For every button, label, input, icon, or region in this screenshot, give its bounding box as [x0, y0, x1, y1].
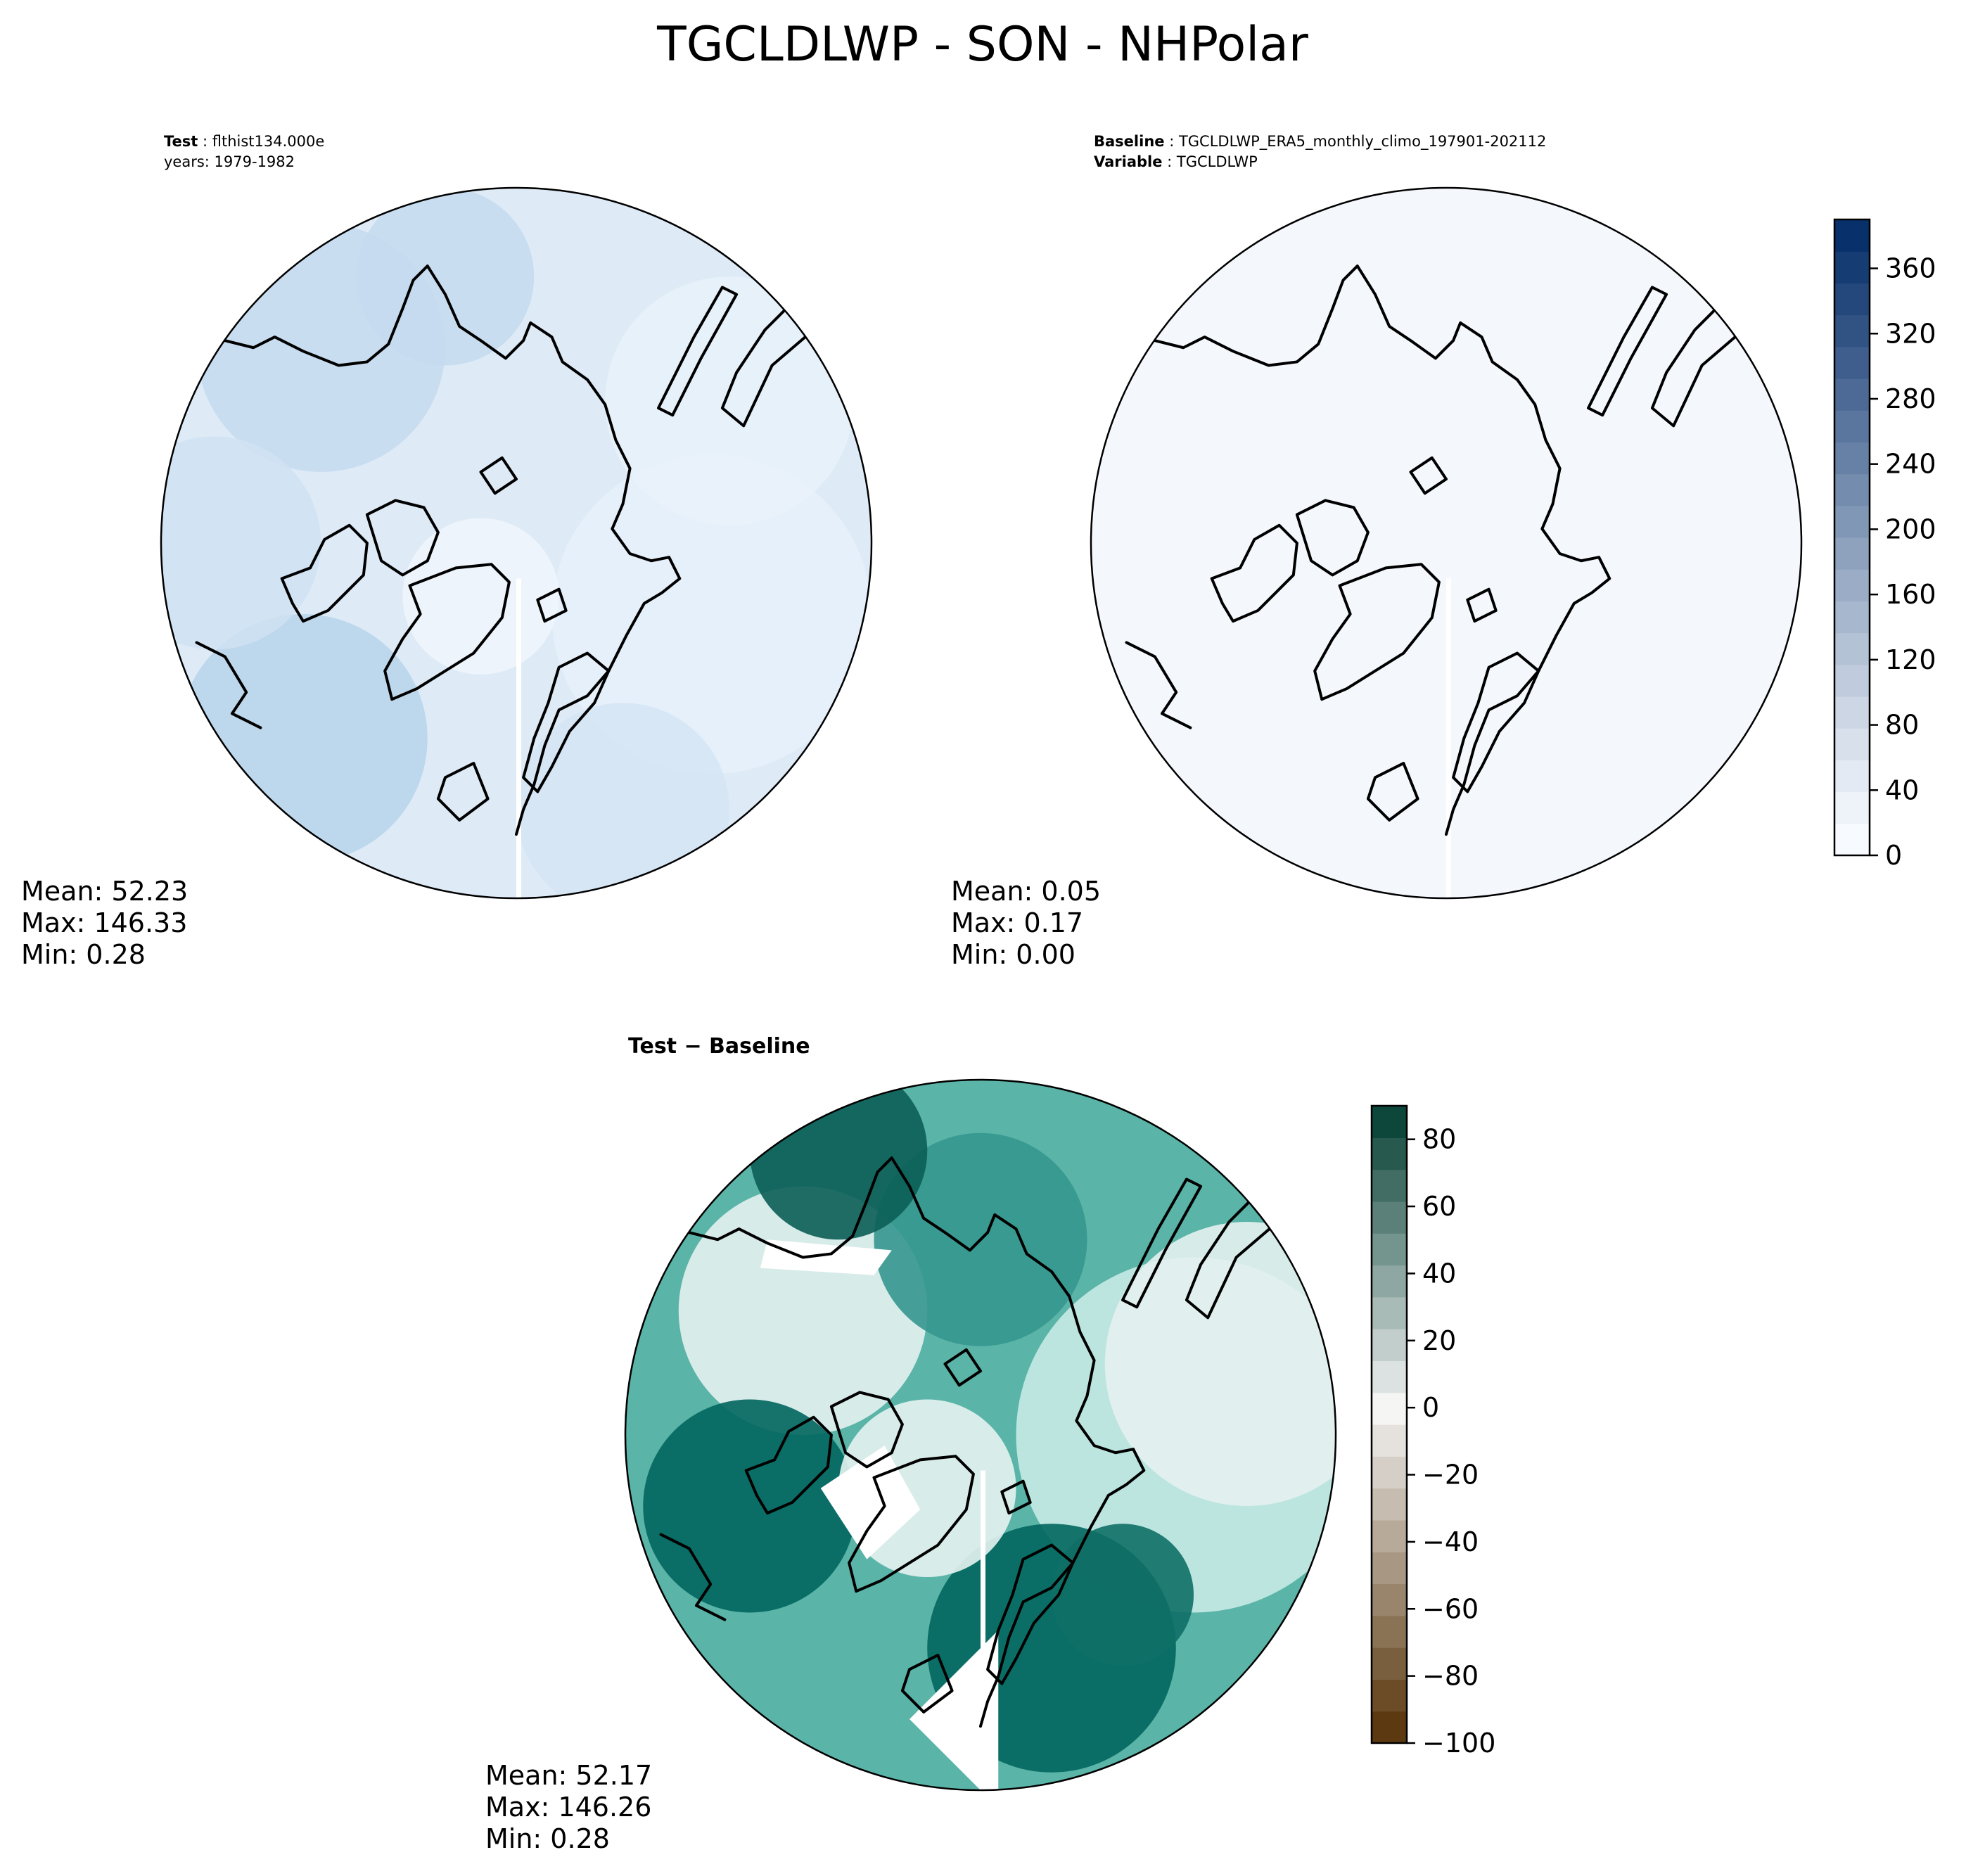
- colorbar-tick-label: 0: [1885, 840, 1902, 871]
- stat-baseline-max: Max: 0.17: [951, 907, 1083, 938]
- colorbar-tick-label: 280: [1885, 383, 1936, 414]
- colorbar-tick-label: 40: [1422, 1258, 1456, 1289]
- figure-title: TGCLDLWP - SON - NHPolar: [656, 17, 1308, 72]
- panel-test: Test : flthist134.000e years: 1979-1982 …: [21, 133, 873, 970]
- colorbar-tick-label: 360: [1885, 253, 1936, 284]
- colorbar-tick-label: 160: [1885, 579, 1936, 610]
- panel-baseline-header-text-1: TGCLDLWP_ERA5_monthly_climo_197901-20211…: [1178, 133, 1546, 151]
- colorbar-tick-label: 60: [1422, 1191, 1456, 1222]
- panel-baseline-header-label-2: Variable: [1094, 153, 1162, 170]
- colorbar-tick-label: 0: [1422, 1392, 1439, 1423]
- panel-baseline-header-text-2: TGCLDLWP: [1176, 153, 1258, 170]
- colorbar-tick-label: −60: [1422, 1593, 1479, 1624]
- stat-difference-max: Max: 146.26: [485, 1792, 651, 1823]
- stat-baseline-mean: Mean: 0.05: [951, 876, 1101, 907]
- stat-baseline-min: Min: 0.00: [951, 939, 1075, 970]
- stat-difference-min: Min: 0.28: [485, 1823, 610, 1854]
- panel-baseline-header-label-1: Baseline: [1094, 133, 1165, 150]
- colorbar-tick-label: 200: [1885, 513, 1936, 544]
- colorbar-tick-label: 40: [1885, 774, 1919, 805]
- colorbar-tick-label: 320: [1885, 318, 1936, 349]
- colorbar-top: 0 40 80 120 160 200 240 280 320 360: [1833, 218, 1936, 871]
- panel-baseline-header-line-1: Baseline : TGCLDLWP_ERA5_monthly_climo_1…: [1094, 133, 1546, 151]
- panel-test-header-text-1: flthist134.000e: [212, 133, 325, 150]
- panel-test-header-line-1: Test : flthist134.000e: [164, 133, 324, 150]
- colorbar-tick-label: 80: [1422, 1124, 1456, 1155]
- colorbar-tick-label: −80: [1422, 1661, 1479, 1692]
- panel-difference: Test − Baseline Mean: 52.17 Max: 146.26 …: [485, 1034, 1337, 1854]
- stat-difference-mean: Mean: 52.17: [485, 1760, 652, 1791]
- stat-test-mean: Mean: 52.23: [21, 876, 188, 907]
- colorbar-tick-label: −100: [1422, 1728, 1495, 1759]
- colorbar-tick-label: −20: [1422, 1460, 1479, 1491]
- colorbar-tick-label: 240: [1885, 449, 1936, 480]
- colorbar-tick-label: −40: [1422, 1526, 1479, 1557]
- panel-test-header-line-2: years: 1979-1982: [164, 153, 295, 170]
- colorbar-tick-label: 80: [1885, 710, 1919, 741]
- panel-baseline-header-line-2: Variable : TGCLDLWP: [1094, 153, 1258, 170]
- stat-test-max: Max: 146.33: [21, 907, 187, 938]
- colorbar-bottom: −100 −80 −60 −40 −20 0 20 40 60 80: [1370, 1104, 1495, 1759]
- colorbar-tick-label: 120: [1885, 644, 1936, 675]
- panel-difference-header: Test − Baseline: [628, 1034, 810, 1059]
- panel-test-header-label-1: Test: [164, 133, 198, 150]
- panel-baseline: Baseline : TGCLDLWP_ERA5_monthly_climo_1…: [951, 133, 1803, 970]
- colorbar-tick-label: 20: [1422, 1325, 1456, 1356]
- map-test: [160, 186, 873, 900]
- stat-test-min: Min: 0.28: [21, 939, 146, 970]
- map-difference: [624, 1078, 1337, 1792]
- map-baseline: [1090, 186, 1803, 900]
